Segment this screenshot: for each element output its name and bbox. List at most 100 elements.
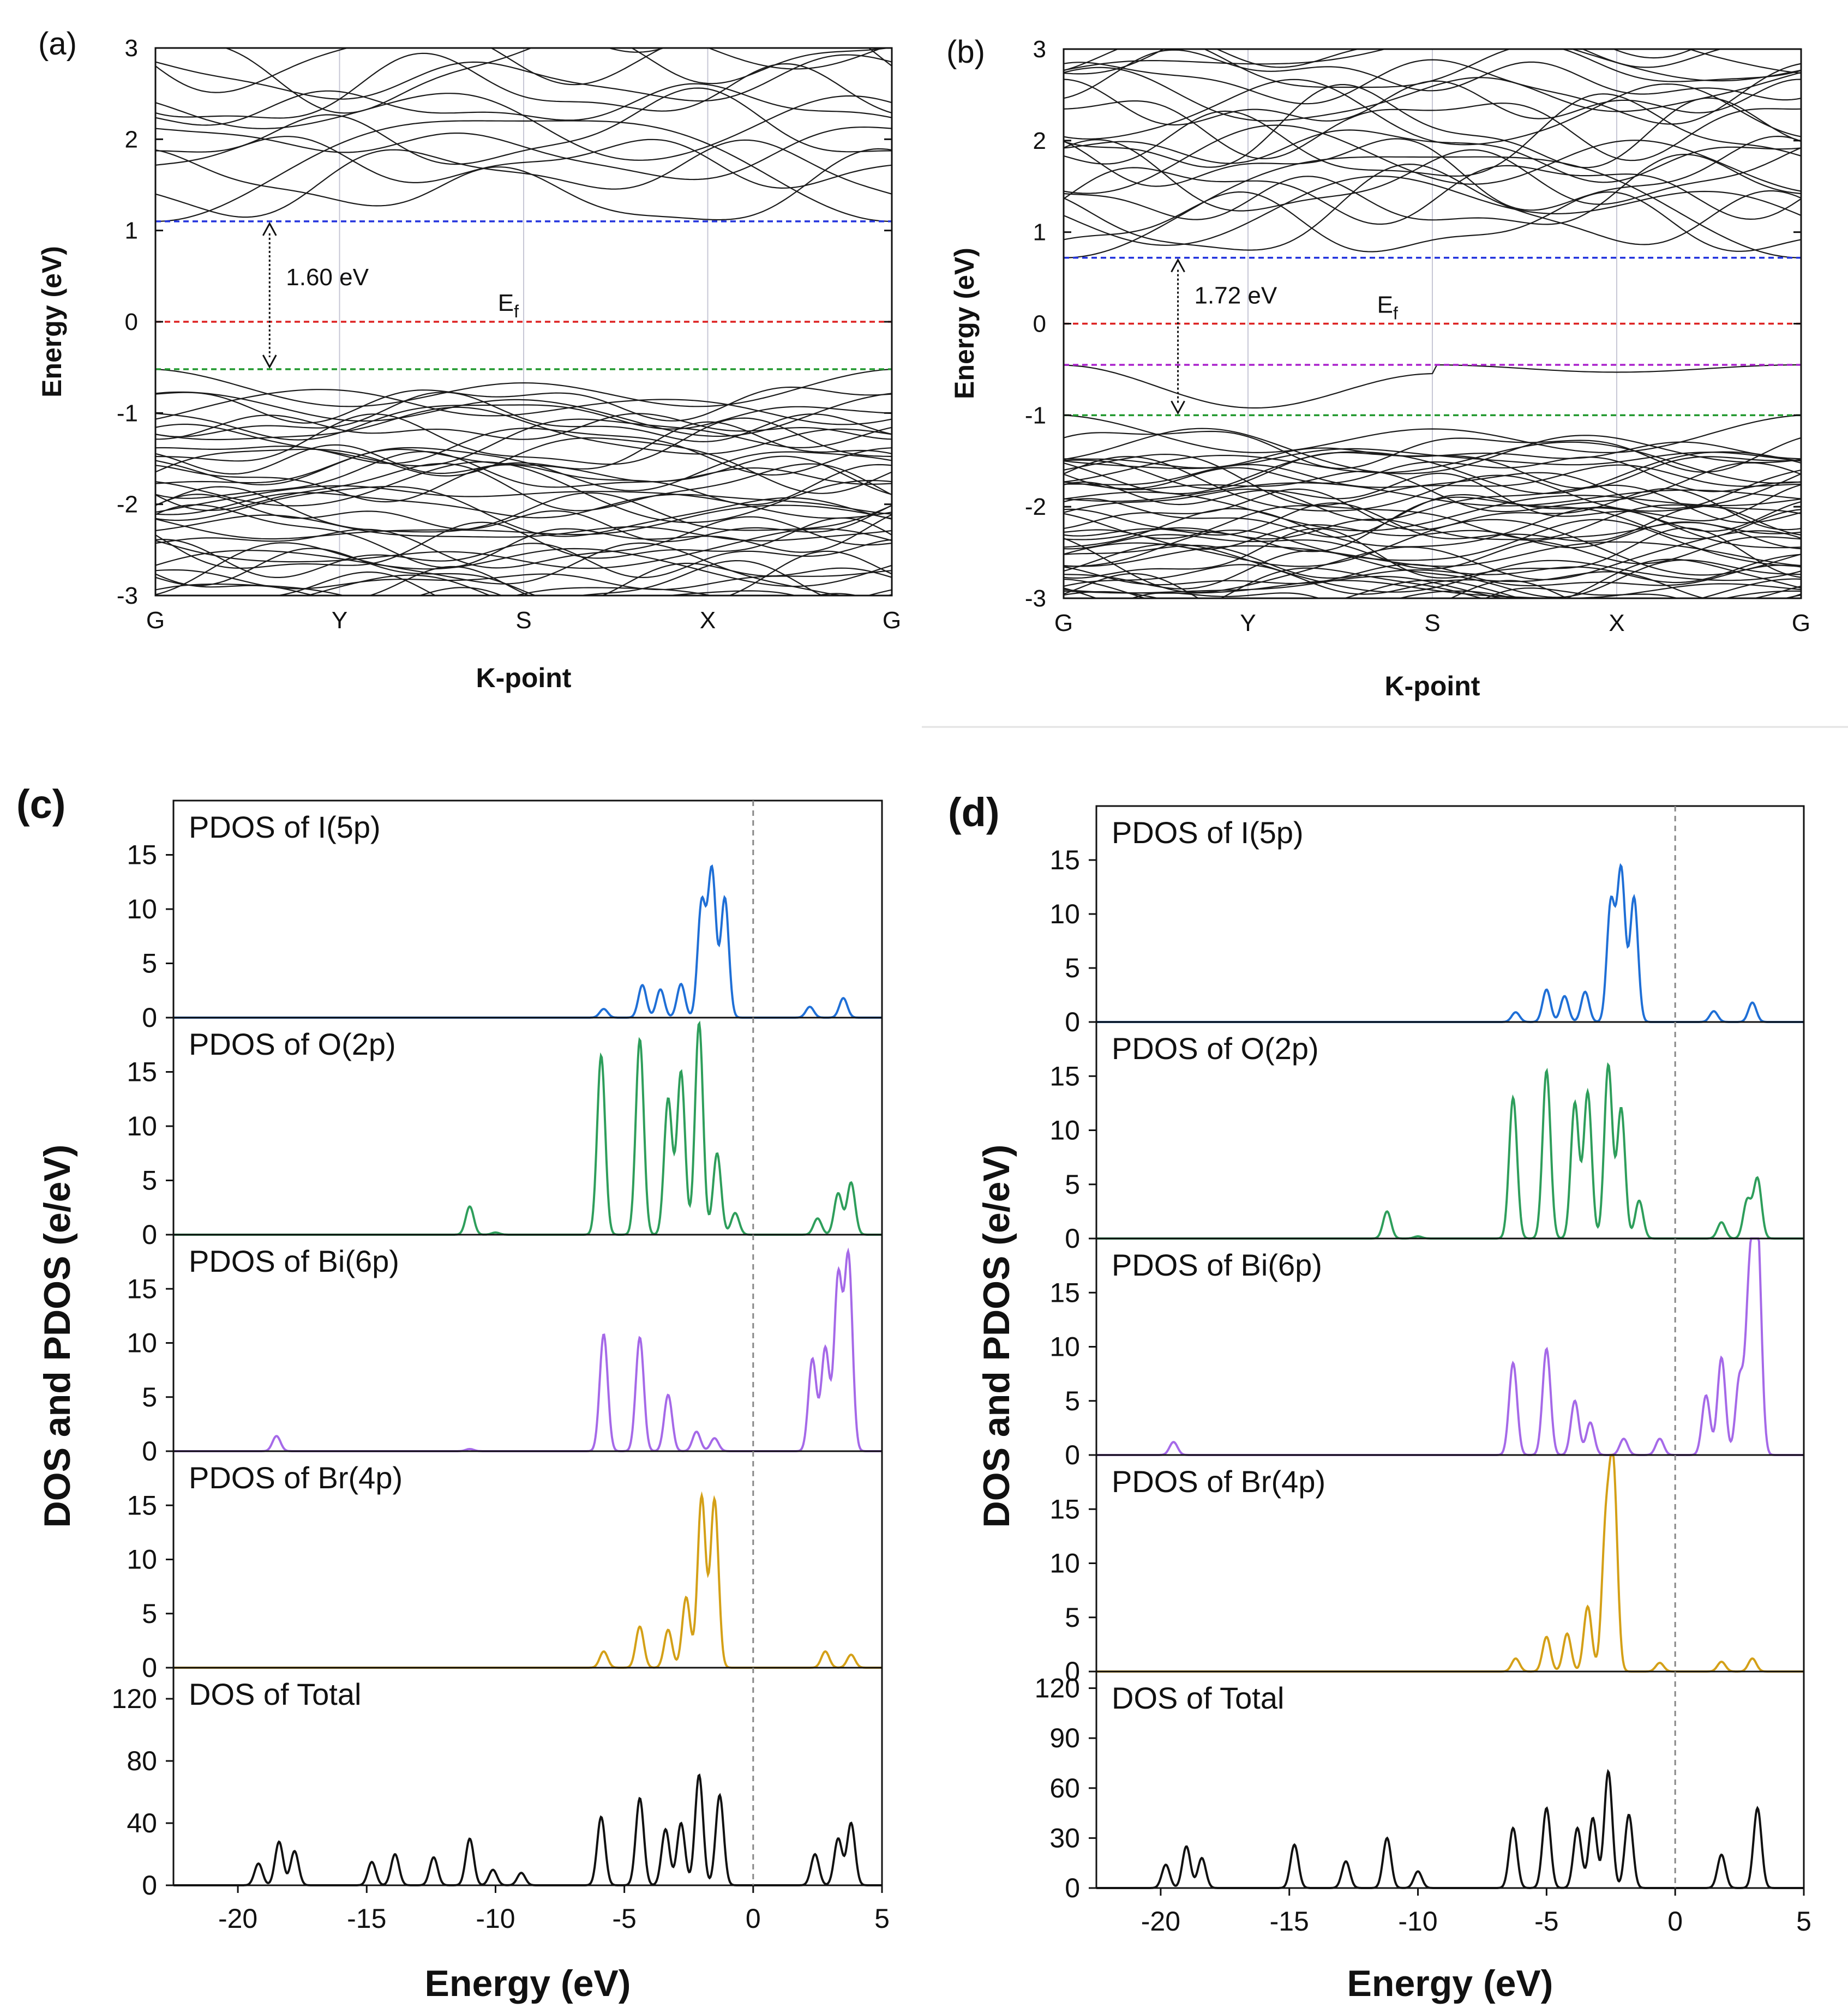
valence-band-top-line — [155, 368, 892, 407]
conduction-band-line — [1064, 67, 1801, 122]
valence-band-line — [1064, 462, 1801, 513]
valence-band-line — [1064, 578, 1801, 598]
y-tick-label: 10 — [127, 1328, 157, 1358]
conduction-band-line — [155, 139, 892, 218]
conduction-band-line — [1064, 165, 1801, 225]
dos-curve — [173, 1247, 882, 1452]
valence-band-line — [155, 448, 892, 485]
conduction-band-line — [1064, 49, 1801, 88]
band-panel-a: 1.60 eV Ef -3 -2 -1 0 1 2 3 G Y S X G K-point Energy (e… — [37, 26, 901, 693]
valence-band-line — [1064, 430, 1801, 473]
y-tick-label: -1 — [1025, 402, 1046, 429]
y-axis-title: Energy (eV) — [37, 246, 67, 398]
valence-band-line — [155, 528, 892, 569]
dos-subplot: 0 5 10 15 PDOS of O(2p) — [1049, 1021, 1805, 1254]
valence-band-line — [155, 413, 892, 440]
y-tick-label: 5 — [1065, 1169, 1080, 1200]
y-tick-label: 15 — [127, 1490, 157, 1520]
conduction-band-line — [1064, 59, 1801, 125]
valence-band-line — [155, 450, 892, 499]
y-tick-label: 5 — [1065, 1386, 1080, 1416]
y-tick-label: 0 — [142, 1436, 157, 1466]
dos-curve — [1096, 1769, 1804, 1889]
valence-band-line — [1064, 519, 1801, 576]
impurity-band-line — [1064, 364, 1801, 409]
subplot-title: PDOS of Br(4p) — [1112, 1464, 1325, 1499]
valence-band-line — [1064, 456, 1801, 512]
dos-subplot: 0 5 10 15 PDOS of Bi(6p) — [127, 1234, 883, 1466]
y-axis-title: DOS and PDOS (e/eV) — [37, 1145, 78, 1528]
valence-band-line — [1064, 527, 1801, 579]
subplot-title: PDOS of I(5p) — [189, 810, 381, 844]
band-gap-arrowhead-up — [1171, 258, 1185, 273]
fermi-level-label: Ef — [1377, 291, 1398, 323]
conduction-band-line — [1215, 49, 1723, 68]
valence-band-line — [1064, 502, 1801, 542]
y-tick-label: 30 — [1049, 1823, 1080, 1853]
valence-band-line — [155, 437, 892, 494]
valence-band-line — [1130, 587, 1679, 598]
valence-band-line — [155, 517, 892, 569]
y-tick-label: 120 — [112, 1684, 157, 1714]
conduction-band-line — [1064, 191, 1801, 252]
subplot-title: PDOS of O(2p) — [1112, 1031, 1319, 1066]
fermi-level-subscript: f — [1393, 303, 1398, 323]
valence-band-line — [155, 492, 892, 519]
kpoint-label: X — [1609, 610, 1624, 636]
x-axis-title: K-point — [1385, 671, 1480, 701]
valence-band-line — [155, 391, 892, 437]
y-tick-label: 0 — [142, 1652, 157, 1683]
conduction-band-line — [155, 126, 892, 181]
y-tick-label: 3 — [125, 35, 138, 62]
conduction-band-line — [155, 48, 892, 93]
x-tick-label: -5 — [1534, 1906, 1558, 1937]
conduction-band-line — [155, 54, 892, 102]
kpoint-label: G — [1792, 610, 1810, 636]
valence-band-line — [1064, 451, 1801, 495]
conduction-band-line — [392, 48, 884, 70]
dos-subplot: 0 30 60 90 120 DOS of Total — [1035, 1670, 1805, 1903]
y-tick-label: 5 — [1065, 1602, 1080, 1633]
panel-letter: (a) — [38, 26, 77, 62]
valence-band-line — [1064, 563, 1801, 587]
fermi-level-subscript: f — [514, 302, 519, 321]
y-tick-label: 5 — [142, 1598, 157, 1629]
conduction-band-line — [1064, 0, 1801, 42]
y-tick-label: 60 — [1049, 1773, 1080, 1803]
band-gap-arrowhead-up — [262, 221, 277, 236]
y-tick-label: 15 — [1049, 1061, 1080, 1091]
y-tick-label: 15 — [1049, 1494, 1080, 1524]
y-tick-label: 5 — [142, 948, 157, 979]
valence-band-line — [155, 464, 892, 506]
y-tick-label: 15 — [1049, 845, 1080, 875]
conduction-band-line — [1064, 129, 1801, 183]
subplot-title: PDOS of I(5p) — [1112, 815, 1304, 850]
conduction-band-line — [155, 48, 892, 114]
dos-subplot: 0 5 10 15 PDOS of Br(4p) — [127, 1450, 883, 1683]
dos-curve — [1096, 863, 1804, 1023]
y-tick-label: 10 — [127, 894, 157, 924]
y-tick-label: 15 — [127, 840, 157, 870]
valence-band-line — [1064, 441, 1801, 484]
valence-band-line — [1064, 543, 1801, 593]
valence-band-line — [155, 485, 892, 537]
valence-band-line — [1064, 496, 1801, 552]
subplot-frame — [1095, 1670, 1805, 1889]
y-tick-label: -1 — [117, 400, 138, 426]
band-gap-label: 1.72 eV — [1195, 282, 1277, 309]
conduction-band-line — [1064, 93, 1801, 177]
conduction-band-line — [1064, 139, 1801, 212]
x-tick-label: 0 — [1667, 1906, 1683, 1937]
kpoint-label: G — [146, 607, 165, 634]
valence-band-line — [1064, 484, 1801, 524]
y-tick-label: 0 — [125, 309, 138, 335]
y-tick-label: 120 — [1035, 1673, 1080, 1704]
conduction-band-bottom-line — [155, 120, 892, 222]
x-tick-label: -15 — [1270, 1906, 1309, 1937]
y-tick-label: 80 — [127, 1746, 157, 1776]
y-tick-label: 15 — [1049, 1277, 1080, 1308]
conduction-band-line — [607, 48, 666, 53]
conduction-band-line — [1064, 153, 1801, 225]
y-tick-label: 10 — [1049, 899, 1080, 929]
valence-band-line — [155, 516, 892, 569]
